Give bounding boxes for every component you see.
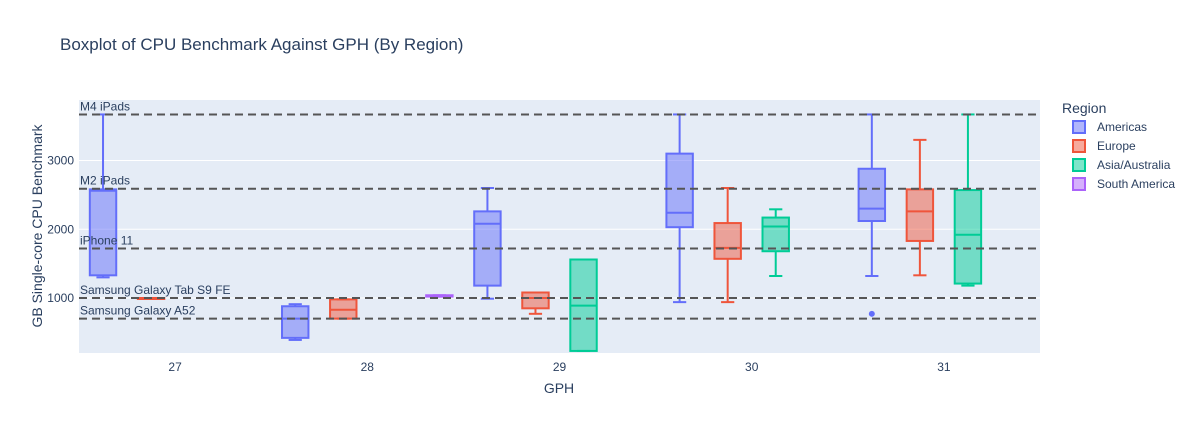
outlier-point bbox=[868, 310, 875, 317]
legend-item: Asia/Australia bbox=[1072, 158, 1171, 172]
reference-line-label: Samsung Galaxy A52 bbox=[80, 304, 196, 318]
box-body bbox=[665, 152, 694, 229]
box-mark bbox=[665, 113, 694, 304]
legend-swatch bbox=[1072, 177, 1086, 191]
legend-title: Region bbox=[1062, 100, 1106, 116]
reference-line-label: Samsung Galaxy Tab S9 FE bbox=[80, 283, 231, 297]
legend-label: South America bbox=[1097, 177, 1175, 191]
y-tick-label: 1000 bbox=[47, 291, 74, 305]
box-body bbox=[281, 305, 310, 339]
y-tick-label: 2000 bbox=[47, 222, 74, 236]
x-tick-label: 29 bbox=[553, 360, 567, 374]
box-mark bbox=[713, 187, 742, 304]
reference-lines: M4 iPads M2 iPads iPhone 11 Samsung Galaxy … bbox=[79, 99, 1040, 320]
x-tick-label: 28 bbox=[361, 360, 375, 374]
box-mark bbox=[281, 303, 310, 341]
box-mark bbox=[953, 113, 983, 287]
box-body bbox=[88, 188, 118, 277]
box-mark bbox=[569, 258, 598, 352]
legend-swatch bbox=[1072, 139, 1086, 153]
legend-swatch bbox=[1072, 120, 1086, 134]
box-mark bbox=[329, 298, 358, 320]
series-south-america bbox=[425, 294, 454, 298]
box-body bbox=[713, 222, 742, 260]
box-body bbox=[521, 291, 550, 310]
legend-swatch bbox=[1072, 158, 1086, 172]
chart-title: Boxplot of CPU Benchmark Against GPH (By… bbox=[60, 35, 463, 54]
reference-line-label: M2 iPads bbox=[80, 174, 130, 188]
x-tick-label: 30 bbox=[745, 360, 759, 374]
legend: Region Americas Europe Asia/Australia South… bbox=[1062, 100, 1175, 191]
x-tick-label: 27 bbox=[168, 360, 182, 374]
legend-label: Europe bbox=[1097, 139, 1136, 153]
x-tick-labels: 27 28 29 30 31 bbox=[168, 360, 950, 374]
box-series bbox=[88, 113, 983, 352]
y-axis-title: GB Single-core CPU Benchmark bbox=[29, 123, 45, 327]
reference-line-label: iPhone 11 bbox=[80, 234, 133, 248]
y-tick-labels: 1000 2000 3000 bbox=[47, 154, 74, 306]
legend-label: Americas bbox=[1097, 120, 1147, 134]
reference-line-label: M4 iPads bbox=[80, 99, 130, 113]
x-axis-title: GPH bbox=[544, 380, 574, 396]
box-body bbox=[857, 167, 887, 222]
legend-item: Europe bbox=[1072, 139, 1136, 153]
legend-item: Americas bbox=[1072, 120, 1147, 134]
box-mark bbox=[857, 113, 887, 317]
legend-item: South America bbox=[1072, 177, 1175, 191]
y-tick-label: 3000 bbox=[47, 154, 74, 168]
box-body bbox=[953, 189, 983, 285]
box-body bbox=[761, 216, 790, 253]
box-mark bbox=[425, 294, 454, 298]
plot-area bbox=[79, 100, 1040, 353]
box-mark bbox=[761, 208, 790, 277]
series-asia-australia bbox=[569, 113, 983, 352]
box-mark bbox=[905, 138, 935, 277]
box-body bbox=[905, 188, 935, 242]
legend-label: Asia/Australia bbox=[1097, 158, 1171, 172]
x-tick-label: 31 bbox=[937, 360, 951, 374]
series-europe bbox=[136, 138, 935, 320]
